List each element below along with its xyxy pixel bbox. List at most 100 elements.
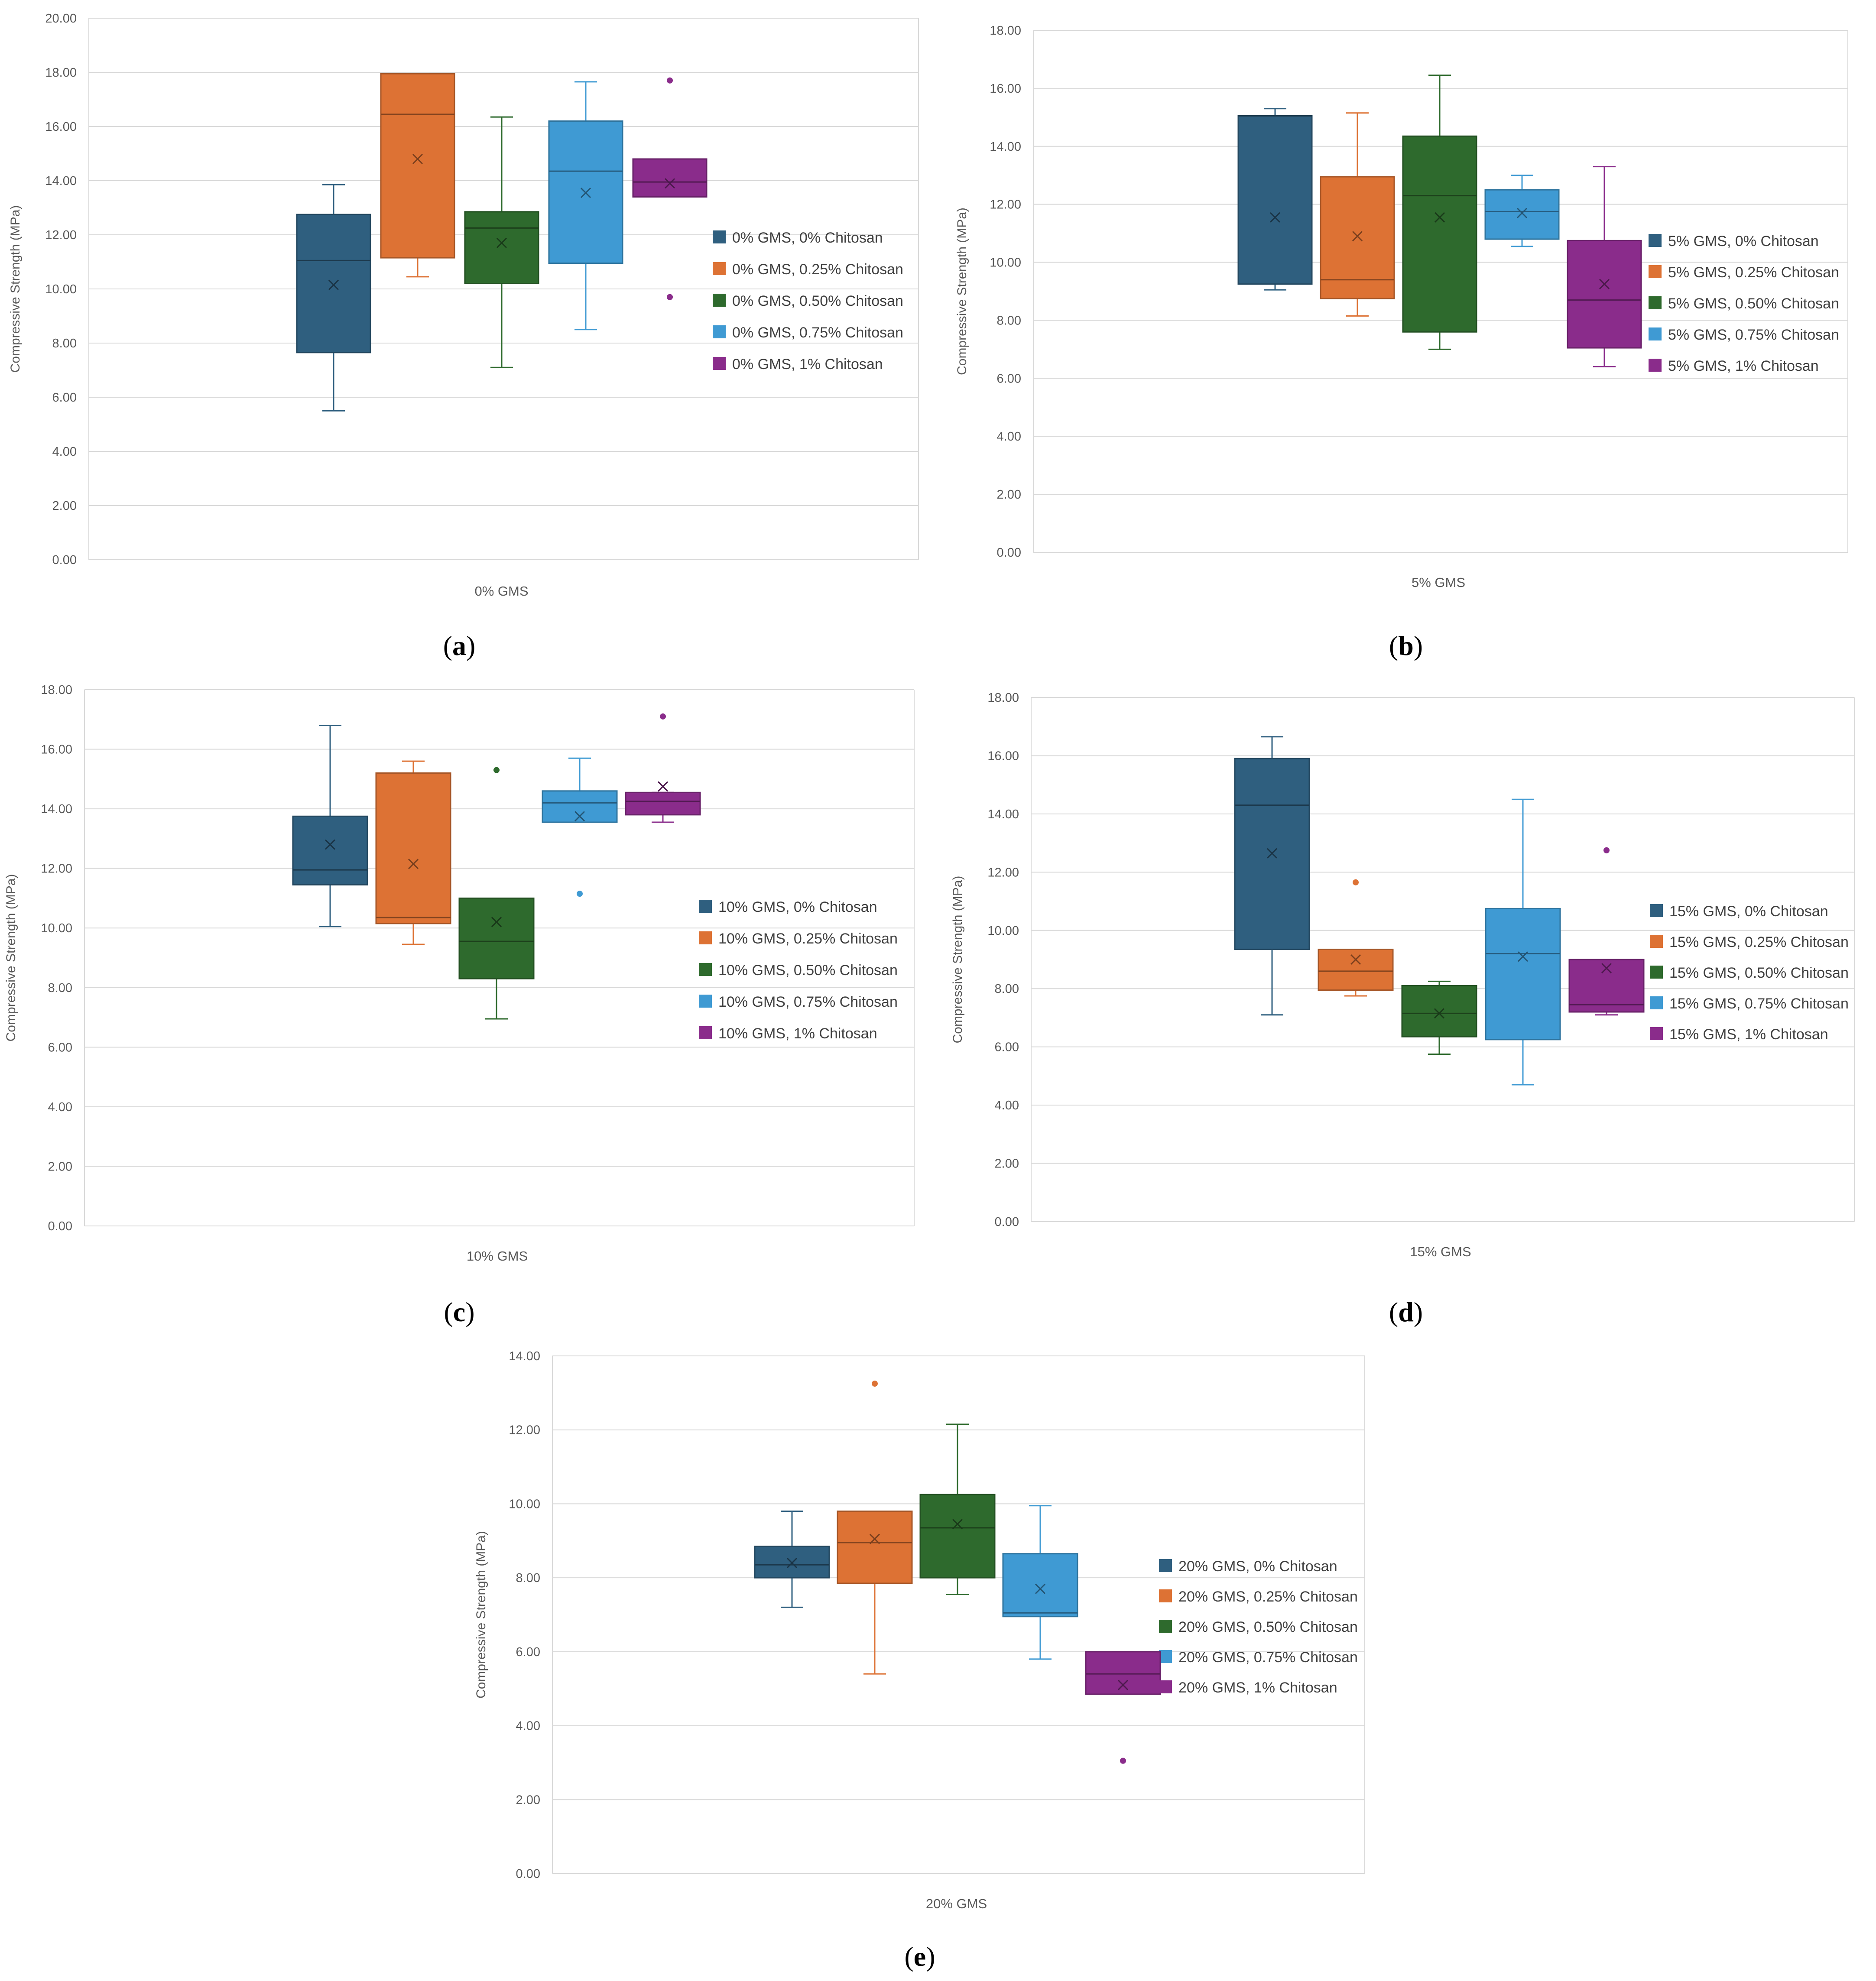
mean-marker <box>1434 1008 1445 1019</box>
legend-swatch <box>713 294 726 307</box>
legend-item-5: 5% GMS, 1% Chitosan <box>1649 358 1819 374</box>
y-tick-label: 14.00 <box>509 1349 540 1363</box>
iqr-box <box>296 214 371 353</box>
legend-swatch <box>699 900 712 913</box>
y-tick-label: 12.00 <box>41 862 72 876</box>
legend-item-3: 5% GMS, 0.50% Chitosan <box>1649 295 1839 312</box>
y-tick-label: 0.00 <box>48 1219 72 1233</box>
y-tick-label: 16.00 <box>41 743 72 757</box>
legend-swatch <box>1649 234 1662 247</box>
box-series-2 <box>375 760 451 945</box>
legend-label: 5% GMS, 1% Chitosan <box>1668 358 1819 374</box>
iqr-box <box>1567 240 1642 349</box>
legend-swatch <box>1650 966 1663 979</box>
mean-marker <box>1266 848 1278 859</box>
legend-label: 0% GMS, 0% Chitosan <box>732 230 883 246</box>
box-series-1 <box>292 725 368 927</box>
legend-item-4: 0% GMS, 0.75% Chitosan <box>713 324 903 341</box>
outlier-point <box>667 294 673 300</box>
legend-swatch <box>1159 1620 1172 1633</box>
panel-letter-d: d <box>1398 1297 1414 1327</box>
box-series-3 <box>1402 75 1477 350</box>
iqr-box <box>464 211 539 284</box>
legend-swatch <box>1159 1559 1172 1572</box>
iqr-box <box>375 772 451 924</box>
box-series-5 <box>625 713 701 823</box>
y-tick-label: 12.00 <box>987 866 1019 879</box>
y-tick-label: 2.00 <box>997 488 1021 502</box>
y-tick-label: 4.00 <box>995 1099 1019 1112</box>
y-tick-label: 4.00 <box>997 430 1021 444</box>
legend-item-1: 20% GMS, 0% Chitosan <box>1159 1558 1337 1575</box>
outlier-point <box>872 1381 878 1387</box>
box-series-2 <box>837 1381 913 1675</box>
mean-marker <box>1350 954 1361 965</box>
legend-swatch <box>713 325 726 338</box>
mean-marker <box>408 859 419 869</box>
legend-swatch <box>699 963 712 976</box>
box-series-4 <box>1485 798 1561 1086</box>
outlier-point <box>577 891 583 897</box>
legend-item-5: 10% GMS, 1% Chitosan <box>699 1025 877 1042</box>
iqr-box <box>1485 908 1561 1041</box>
y-tick-label: 8.00 <box>48 981 72 995</box>
y-tick-label: 18.00 <box>990 24 1021 38</box>
panel-label-e: (e) <box>904 1941 935 1972</box>
y-tick-label: 16.00 <box>990 82 1021 96</box>
legend-item-2: 10% GMS, 0.25% Chitosan <box>699 931 898 947</box>
iqr-box <box>625 791 701 816</box>
legend-item-2: 0% GMS, 0.25% Chitosan <box>713 261 903 278</box>
iqr-box <box>754 1546 830 1579</box>
outlier-point <box>493 767 500 773</box>
legend-label: 10% GMS, 0.25% Chitosan <box>718 931 898 947</box>
legend-item-4: 15% GMS, 0.75% Chitosan <box>1650 995 1849 1012</box>
x-category-label: 0% GMS <box>474 584 528 599</box>
panel-label-b: (b) <box>1389 630 1423 661</box>
y-tick-label: 6.00 <box>997 372 1021 386</box>
x-category-label: 20% GMS <box>926 1896 987 1911</box>
y-tick-label: 12.00 <box>45 228 77 242</box>
legend-label: 20% GMS, 0.75% Chitosan <box>1178 1649 1358 1666</box>
chart-panel-b: 0.00 2.00 4.00 6.00 8.00 10.00 12.00 14.00 16.00… <box>955 24 1848 590</box>
panel-letter-b: b <box>1398 630 1414 661</box>
box-series-2 <box>1320 112 1395 317</box>
legend-label: 0% GMS, 0.75% Chitosan <box>732 324 903 341</box>
legend-swatch <box>1159 1680 1172 1693</box>
legend-label: 0% GMS, 0.25% Chitosan <box>732 261 903 278</box>
mean-marker <box>328 279 339 290</box>
iqr-box <box>1401 985 1477 1038</box>
y-tick-label: 12.00 <box>509 1423 540 1437</box>
chart-panel-d: 0.00 2.00 4.00 6.00 8.00 10.00 12.00 14.00 16.00… <box>951 691 1855 1259</box>
legend-swatch <box>1649 327 1662 340</box>
legend-swatch <box>1650 904 1663 917</box>
legend-item-5: 15% GMS, 1% Chitosan <box>1650 1026 1828 1043</box>
y-tick-label: 4.00 <box>48 1100 72 1114</box>
y-tick-label: 10.00 <box>509 1497 540 1511</box>
y-tick-label: 14.00 <box>41 802 72 816</box>
legend-item-3: 20% GMS, 0.50% Chitosan <box>1159 1619 1358 1635</box>
mean-marker <box>1516 208 1528 218</box>
legend-swatch <box>1649 296 1662 309</box>
legend-label: 15% GMS, 0.75% Chitosan <box>1669 995 1849 1012</box>
y-tick-label: 20.00 <box>45 12 77 26</box>
legend-swatch <box>713 262 726 275</box>
y-tick-label: 4.00 <box>516 1719 540 1733</box>
y-tick-label: 14.00 <box>45 174 77 188</box>
panel-letter-e: e <box>914 1941 926 1972</box>
box-series-2 <box>1318 879 1394 997</box>
box-series-4 <box>1002 1505 1078 1660</box>
box-series-4 <box>548 81 623 331</box>
legend-label: 5% GMS, 0.50% Chitosan <box>1668 295 1839 312</box>
svg-text:(b): (b) <box>1389 630 1423 661</box>
y-tick-label: 8.00 <box>516 1571 540 1585</box>
mean-marker <box>1035 1583 1046 1594</box>
legend-item-3: 15% GMS, 0.50% Chitosan <box>1650 965 1849 981</box>
y-axis-title: Compressive Strength (MPa) <box>474 1531 488 1699</box>
iqr-box <box>1320 176 1395 299</box>
box-series-5 <box>632 77 708 300</box>
iqr-box <box>1402 135 1477 333</box>
legend-item-1: 5% GMS, 0% Chitosan <box>1649 233 1819 250</box>
mean-marker <box>1434 212 1445 223</box>
legend-label: 10% GMS, 1% Chitosan <box>718 1025 877 1042</box>
